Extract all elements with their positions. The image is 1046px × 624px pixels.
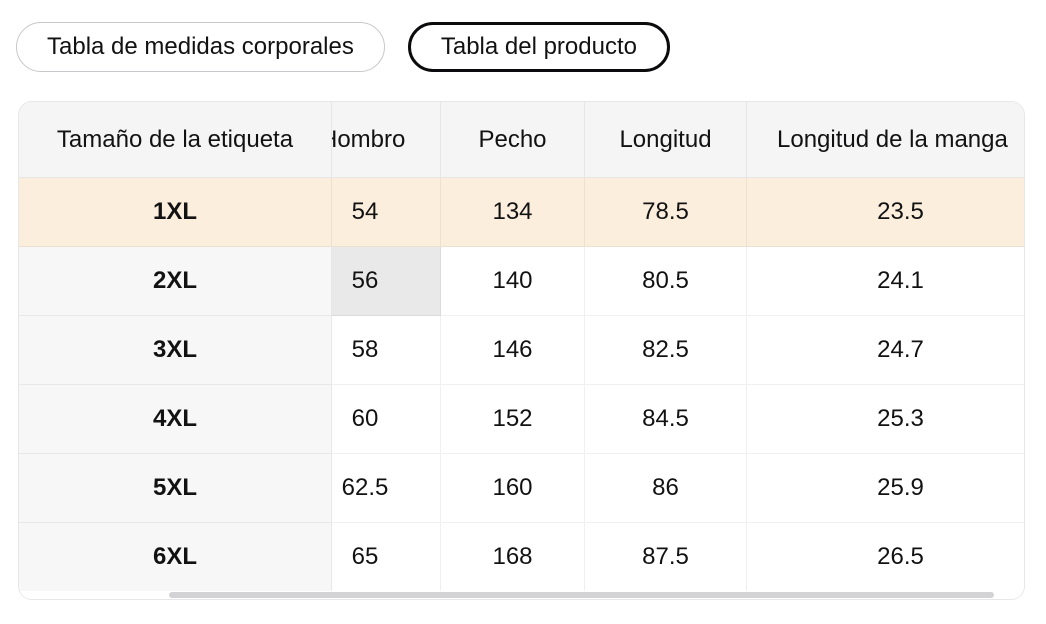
- value-cell-hovered[interactable]: 56: [332, 247, 441, 316]
- size-cell[interactable]: 3XL: [19, 316, 332, 385]
- value-cell[interactable]: 78.5: [585, 178, 747, 247]
- value-cell[interactable]: 152: [441, 385, 585, 454]
- header-shoulder: Hombro: [332, 102, 441, 178]
- value-cell[interactable]: 80.5: [585, 247, 747, 316]
- value-cell[interactable]: 26.5: [747, 523, 1024, 592]
- size-table-card: Tamaño de la etiqueta Hombro Pecho Longi…: [18, 101, 1025, 600]
- size-cell[interactable]: 4XL: [19, 385, 332, 454]
- tab-product-table[interactable]: Tabla del producto: [407, 22, 670, 72]
- value-cell[interactable]: 58: [332, 316, 441, 385]
- value-cell[interactable]: 160: [441, 454, 585, 523]
- value-cell[interactable]: 23.5: [747, 178, 1024, 247]
- header-sleeve-length: Longitud de la manga: [747, 102, 1024, 178]
- table-row: 4XL 60 152 84.5 25.3: [19, 385, 1024, 454]
- tab-body-measurements[interactable]: Tabla de medidas corporales: [16, 22, 385, 72]
- value-cell[interactable]: 54: [332, 178, 441, 247]
- value-cell[interactable]: 86: [585, 454, 747, 523]
- value-cell[interactable]: 25.3: [747, 385, 1024, 454]
- horizontal-scrollbar-track: [19, 591, 1024, 599]
- value-cell[interactable]: 134: [441, 178, 585, 247]
- size-cell[interactable]: 6XL: [19, 523, 332, 592]
- value-cell[interactable]: 84.5: [585, 385, 747, 454]
- size-cell[interactable]: 5XL: [19, 454, 332, 523]
- size-cell[interactable]: 1XL: [19, 178, 332, 247]
- value-cell[interactable]: 87.5: [585, 523, 747, 592]
- chart-type-tabs: Tabla de medidas corporales Tabla del pr…: [16, 22, 1046, 72]
- table-row: 6XL 65 168 87.5 26.5: [19, 523, 1024, 592]
- value-cell[interactable]: 82.5: [585, 316, 747, 385]
- value-cell[interactable]: 24.1: [747, 247, 1024, 316]
- table-row: 5XL 62.5 160 86 25.9: [19, 454, 1024, 523]
- table-header-row: Tamaño de la etiqueta Hombro Pecho Longi…: [19, 102, 1024, 178]
- header-length: Longitud: [585, 102, 747, 178]
- horizontal-scrollbar-thumb[interactable]: [169, 592, 994, 598]
- value-cell[interactable]: 65: [332, 523, 441, 592]
- value-cell[interactable]: 24.7: [747, 316, 1024, 385]
- header-chest: Pecho: [441, 102, 585, 178]
- value-cell[interactable]: 62.5: [332, 454, 441, 523]
- table-row: 1XL 54 134 78.5 23.5: [19, 178, 1024, 247]
- header-shoulder-label: Hombro: [332, 125, 406, 153]
- table-row: 3XL 58 146 82.5 24.7: [19, 316, 1024, 385]
- value-cell[interactable]: 168: [441, 523, 585, 592]
- value-cell[interactable]: 60: [332, 385, 441, 454]
- header-sleeve-length-label: Longitud de la manga: [777, 125, 1008, 153]
- size-cell[interactable]: 2XL: [19, 247, 332, 316]
- value-cell[interactable]: 25.9: [747, 454, 1024, 523]
- value-cell[interactable]: 146: [441, 316, 585, 385]
- header-label-size: Tamaño de la etiqueta: [19, 102, 332, 178]
- value-cell[interactable]: 140: [441, 247, 585, 316]
- table-row: 2XL 56 140 80.5 24.1: [19, 247, 1024, 316]
